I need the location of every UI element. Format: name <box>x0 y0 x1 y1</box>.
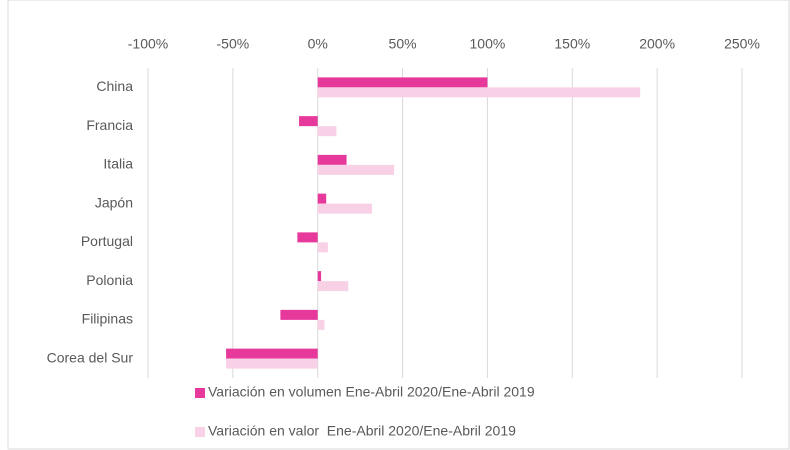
x-tick-label: 100% <box>470 36 506 52</box>
bar <box>317 242 328 253</box>
bar <box>280 309 318 320</box>
x-tick-label: 150% <box>554 36 590 52</box>
x-tick-label: 0% <box>308 36 328 52</box>
legend-label: Variación en volumen Ene-Abril 2020/Ene-… <box>208 384 535 400</box>
bar <box>317 77 488 88</box>
y-tick-label: Japón <box>95 194 133 210</box>
bar <box>226 348 318 359</box>
bar <box>317 193 327 204</box>
legend-label: Variación en valor Ene-Abril 2020/Ene-Ab… <box>208 423 516 439</box>
bar <box>317 281 349 292</box>
bar <box>297 232 318 243</box>
x-tick-label: 250% <box>724 36 760 52</box>
chart-frame <box>7 0 790 450</box>
x-tick-label: 50% <box>389 36 417 52</box>
y-tick-label: Corea del Sur <box>47 349 134 365</box>
y-tick-label: China <box>96 78 133 94</box>
bar <box>299 116 318 127</box>
y-tick-label: Polonia <box>86 272 133 288</box>
bar <box>317 154 347 165</box>
bar <box>317 126 337 137</box>
bar <box>317 87 641 98</box>
bar <box>317 164 395 175</box>
legend-swatch <box>195 388 205 398</box>
y-tick-label: Italia <box>103 156 133 172</box>
bar <box>317 319 325 330</box>
bar <box>317 271 322 282</box>
x-tick-label: -100% <box>128 36 168 52</box>
legend-swatch <box>195 427 205 437</box>
bar <box>226 358 318 369</box>
bar <box>317 203 373 214</box>
y-tick-label: Filipinas <box>82 311 133 327</box>
y-tick-label: Portugal <box>81 233 133 249</box>
x-tick-label: 200% <box>639 36 675 52</box>
x-tick-label: -50% <box>217 36 250 52</box>
y-tick-label: Francia <box>86 117 133 133</box>
